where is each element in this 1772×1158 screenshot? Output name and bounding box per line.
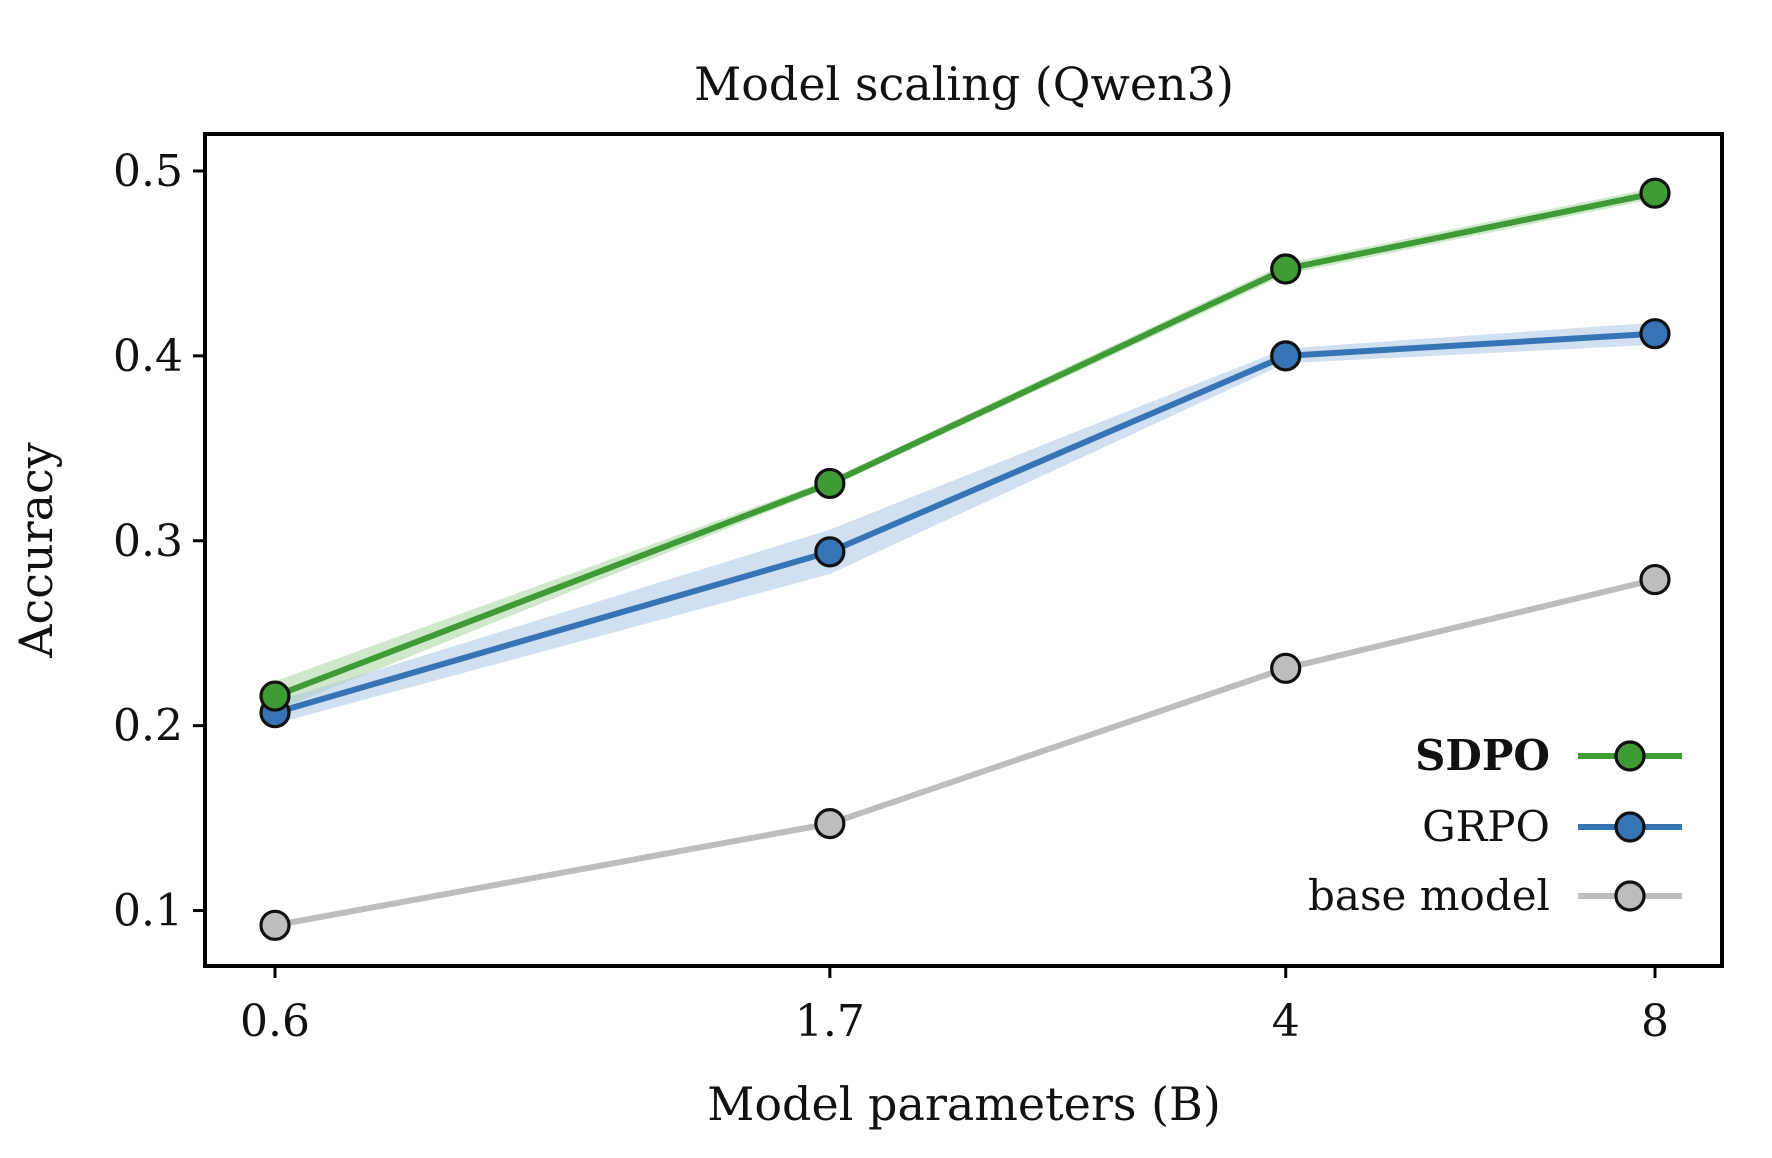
legend-marker-grpo [1614,811,1646,843]
point-grpo-1 [814,536,846,568]
point-grpo-3 [1639,318,1671,350]
y-tick-label: 0.3 [113,516,183,567]
point-sdpo-3 [1639,177,1671,209]
series-lines [272,190,1658,929]
point-sdpo-1 [814,467,846,500]
point-sdpo-0 [259,680,291,712]
point-base-model-2 [1270,652,1302,684]
x-tick-label: 0.6 [240,996,310,1047]
y-tick-label: 0.2 [113,701,183,752]
point-base-model-3 [1639,563,1671,596]
series-line-grpo [272,330,1658,716]
x-axis-label: Model parameters (B) [707,1077,1221,1131]
point-base-model-0 [259,909,291,941]
legend-marker-sdpo [1614,740,1646,772]
x-axis-ticks: 0.6 1.7 4 8 [240,966,1669,1047]
legend-marker-base-model [1614,880,1646,912]
confidence-bands [275,187,1655,724]
x-tick-label: 8 [1641,996,1669,1047]
band-grpo [275,322,1655,724]
series-line-sdpo [272,190,1658,700]
legend: SDPO GRPO base model [1308,731,1682,920]
x-tick-label: 1.7 [795,996,865,1047]
legend-label-base-model: base model [1308,871,1550,920]
y-axis-label: Accuracy [9,442,63,659]
series-markers [259,177,1671,941]
legend-label-grpo: GRPO [1422,802,1550,851]
y-axis-ticks: 0.1 0.2 0.3 0.4 0.5 [113,146,205,937]
series-line-base-model [272,576,1658,929]
x-tick-label: 4 [1272,996,1300,1047]
y-tick-label: 0.5 [113,146,183,197]
plot-frame [203,132,1724,968]
point-grpo-2 [1270,340,1302,372]
legend-label-sdpo: SDPO [1415,731,1550,780]
y-tick-label: 0.4 [113,331,183,382]
point-base-model-1 [814,808,846,840]
point-sdpo-2 [1270,253,1302,285]
chart-title: Model scaling (Qwen3) [694,57,1234,111]
y-tick-label: 0.1 [113,886,183,937]
